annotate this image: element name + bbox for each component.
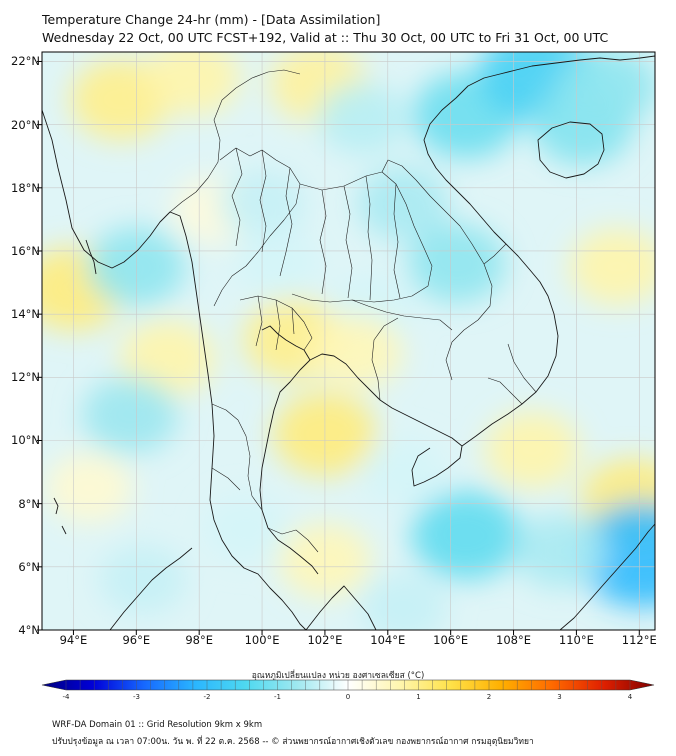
hainan-island <box>537 121 605 179</box>
malaya-east-coast <box>305 585 377 630</box>
andaman-islands <box>53 239 97 535</box>
latitude-label: 22°N <box>11 54 40 69</box>
axis-ticks <box>37 60 640 635</box>
colorbar-tick-label: 0 <box>345 693 351 701</box>
anomaly-blob <box>569 228 655 306</box>
map-subtitle: Wednesday 22 Oct, 00 UTC FCST+192, Valid… <box>42 30 609 45</box>
longitude-label: 96°E <box>122 633 151 647</box>
map-title: Temperature Change 24-hr (mm) - [Data As… <box>42 12 381 27</box>
gridlines <box>42 52 655 630</box>
longitude-label: 102°E <box>307 633 343 647</box>
colorbar-tick-label: 2 <box>486 693 492 701</box>
anomaly-blob <box>309 314 403 390</box>
southern-thailand-border <box>211 403 263 511</box>
colorbar-title: อุณหภูมิเปลี่ยนแปลง หน่วย องศาเซลเซียส (… <box>251 671 425 681</box>
longitude-label: 98°E <box>185 633 213 647</box>
gulf-coastline-west <box>259 325 319 575</box>
laos-vietnam-border <box>381 159 493 381</box>
anomaly-blob <box>558 52 655 127</box>
latitude-label: 20°N <box>11 117 40 132</box>
colorbar-tick-label: 4 <box>627 693 633 701</box>
latitude-label: 14°N <box>11 307 40 322</box>
thailand-northern-provinces <box>213 147 301 307</box>
anomaly-blob <box>82 376 178 454</box>
colorbar-tick-label: 1 <box>416 693 421 701</box>
anomaly-blob <box>145 52 241 116</box>
thailand-northeast-provinces <box>291 171 433 303</box>
latitude-label: 6°N <box>18 559 40 574</box>
anomaly-blob <box>45 453 133 523</box>
anomaly-blob <box>407 224 507 304</box>
latitude-label: 10°N <box>11 433 40 448</box>
latitude-label: 12°N <box>11 370 40 385</box>
anomaly-blob <box>357 166 450 241</box>
malaysia-thailand-border <box>267 527 319 553</box>
colorbar-tick-label: -3 <box>133 693 140 701</box>
latitude-label: 16°N <box>11 243 40 258</box>
longitude-label: 112°E <box>621 633 657 647</box>
anomaly-blob <box>359 573 448 630</box>
colorbar-tick-label: -4 <box>62 693 70 701</box>
sumatra-coast <box>109 547 193 630</box>
anomaly-blob <box>235 230 320 298</box>
longitude-label: 104°E <box>370 633 406 647</box>
longitude-label: 108°E <box>496 633 532 647</box>
coastlines <box>42 55 655 630</box>
myanmar-border <box>169 69 301 213</box>
gulf-coastline-east <box>309 353 463 487</box>
colorbar-tick-label: -1 <box>274 693 281 701</box>
longitude-label: 110°E <box>558 633 594 647</box>
mainland-coastline <box>42 109 307 630</box>
model-info: WRF-DA Domain 01 :: Grid Resolution 9km … <box>52 720 263 730</box>
update-credit: ปรับปรุงข้อมูล ณ เวลา 07:00น. วัน พ. ที่… <box>52 737 534 747</box>
anomaly-blob <box>317 82 408 155</box>
map-plot-area <box>42 52 655 630</box>
anomaly-blob <box>514 513 608 589</box>
vietnam-coast-provinces <box>483 243 537 405</box>
longitude-label: 106°E <box>433 633 469 647</box>
latitude-label: 18°N <box>11 180 40 195</box>
latitude-label: 8°N <box>18 496 40 511</box>
cambodia-border <box>351 299 453 401</box>
longitude-label: 94°E <box>59 633 88 647</box>
anomaly-blob <box>204 495 289 563</box>
anomaly-blob <box>98 544 187 615</box>
thailand-central-provinces <box>239 295 313 351</box>
anomaly-blob <box>411 490 522 580</box>
colorbar-tick-label: -2 <box>203 693 211 701</box>
latitude-label: 4°N <box>18 623 40 637</box>
map-frame <box>41 51 656 631</box>
anomaly-blob <box>361 438 446 506</box>
province-borders <box>169 69 537 553</box>
borneo-coast <box>559 523 655 630</box>
anomaly-blob <box>577 501 655 607</box>
longitude-label: 100°E <box>244 633 280 647</box>
indochina-east-coast <box>423 55 655 447</box>
colorbar-tick-label: 3 <box>557 693 562 701</box>
anomaly-blob <box>484 411 581 489</box>
